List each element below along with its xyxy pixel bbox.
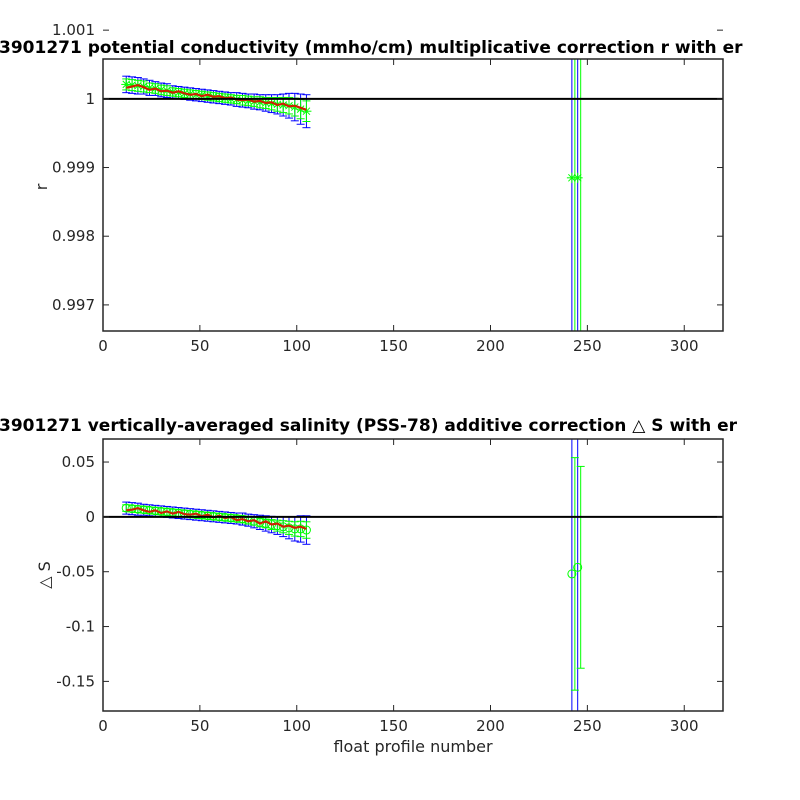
y-tick-label-salinity: -0.15 [56,672,95,690]
ticks-salinity: 0 50 100 150 200 250 300 -0.15 -0.1 -0.05 0 0.05 [56,439,723,735]
y-tick-label-salinity: 0 [85,508,95,526]
data-point-salinity [290,524,300,534]
x-tick-label-conductivity: 250 [573,337,602,355]
data-point-conductivity [572,172,583,183]
data-point-salinity [567,569,577,579]
panel-salinity: 3901271 vertically-averaged salinity (PS… [0,416,738,756]
data-point-salinity [301,525,311,535]
y-tick-label-salinity: -0.1 [66,618,95,636]
asterisk-stroke [296,105,305,113]
smooth-line-conductivity [126,83,307,111]
y-tick-label-conductivity: 0.998 [52,227,95,245]
x-tick-label-salinity: 150 [379,717,408,735]
data-point-salinity [573,562,583,572]
x-tick-label-conductivity: 150 [379,337,408,355]
y-axis-label-salinity: △ S [35,561,54,589]
x-tick-label-salinity: 300 [670,717,699,735]
plot-area-salinity [103,439,723,711]
asterisk-stroke [290,103,299,111]
x-tick-label-salinity: 200 [476,717,505,735]
y-tick-label-conductivity: 1.001 [52,21,95,39]
asterisk-stroke [573,173,582,182]
axes-box-conductivity [102,58,724,332]
x-tick-label-conductivity: 200 [476,337,505,355]
ticks-conductivity: 0 50 100 150 200 250 300 0.997 0.998 0.999 1 1.001 [52,21,723,355]
asterisk-stroke [568,173,576,182]
y-tick-label-salinity: -0.05 [56,563,95,581]
y-tick-label-conductivity: 1 [85,90,95,108]
y-axis-label-conductivity: r [32,183,51,190]
y-tick-label-salinity: 0.05 [62,453,95,471]
x-tick-label-salinity: 250 [573,717,602,735]
chart-title-salinity: 3901271 vertically-averaged salinity (PS… [0,416,738,436]
x-tick-label-salinity: 0 [98,717,108,735]
y-tick-label-conductivity: 0.997 [52,296,95,314]
asterisk-stroke [302,107,311,116]
data-point-salinity [121,503,131,513]
x-tick-label-salinity: 100 [282,717,311,735]
y-tick-label-conductivity: 0.999 [52,159,95,177]
chart-title-conductivity: 3901271 potential conductivity (mmho/cm)… [0,38,743,58]
panel-conductivity: 3901271 potential conductivity (mmho/cm)… [0,21,743,355]
x-tick-label-conductivity: 100 [282,337,311,355]
x-tick-label-conductivity: 50 [190,337,209,355]
x-tick-label-salinity: 50 [190,717,209,735]
data-layer-salinity [121,439,585,711]
plot-area-conductivity [103,59,723,331]
x-tick-label-conductivity: 300 [670,337,699,355]
axes-box-salinity [102,438,724,712]
x-axis-label: float profile number [333,737,493,756]
x-tick-label-conductivity: 0 [98,337,108,355]
